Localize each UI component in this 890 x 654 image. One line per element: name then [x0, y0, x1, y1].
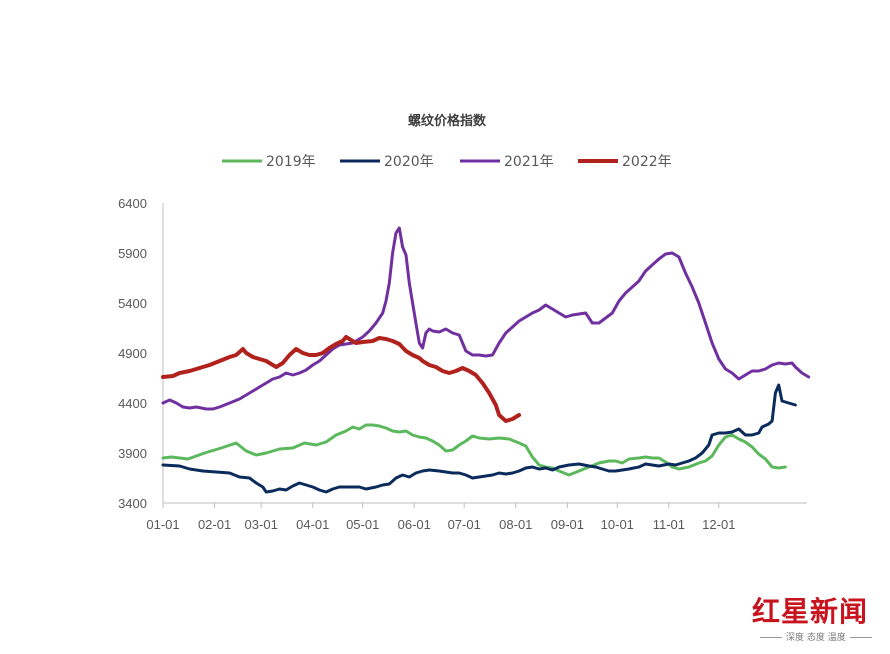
series-line-1 [161, 383, 797, 494]
axes: 3400 3900 4400 4900 5400 5900 6400 01-01 02-01 03… [118, 196, 807, 532]
x-tick-label: 11-01 [653, 517, 685, 532]
x-tick-label: 12-01 [702, 517, 735, 532]
x-tick-label: 10-01 [601, 517, 634, 532]
series-line-3 [161, 335, 522, 423]
x-tick-label: 06-01 [398, 517, 431, 532]
legend-label: 2019年 [266, 154, 316, 170]
x-tick-label: 08-01 [499, 517, 532, 532]
series-layer [161, 226, 811, 494]
watermark-logo: 红星新闻 深度 态度 温度 [752, 590, 884, 646]
y-tick-label: 3400 [118, 496, 147, 511]
x-tick-label: 03-01 [245, 517, 278, 532]
legend-label: 2020年 [384, 154, 434, 170]
y-tick-label: 4900 [118, 346, 147, 361]
x-tick-label: 01-01 [146, 517, 179, 532]
x-tick-label: 07-01 [448, 517, 481, 532]
x-tick-label: 09-01 [551, 517, 584, 532]
series-line-0 [161, 423, 787, 477]
y-tick-label: 4400 [118, 396, 147, 411]
legend: 2019年 2020年 2021年 2022年 [222, 154, 672, 170]
x-tick-label: 04-01 [296, 517, 329, 532]
y-tick-label: 5400 [118, 296, 147, 311]
chart-title: 螺纹价格指数 [408, 113, 487, 129]
legend-label: 2022年 [622, 154, 672, 170]
legend-label: 2021年 [504, 154, 554, 170]
y-tick-label: 3900 [118, 446, 147, 461]
watermark-tagline: 深度 态度 温度 [756, 630, 876, 643]
series-line-2 [161, 226, 811, 411]
y-tick-label: 5900 [118, 246, 147, 261]
watermark-brand: 红星新闻 [752, 595, 869, 628]
x-tick-label: 02-01 [198, 517, 231, 532]
x-tick-label: 05-01 [346, 517, 379, 532]
y-tick-label: 6400 [118, 196, 147, 211]
